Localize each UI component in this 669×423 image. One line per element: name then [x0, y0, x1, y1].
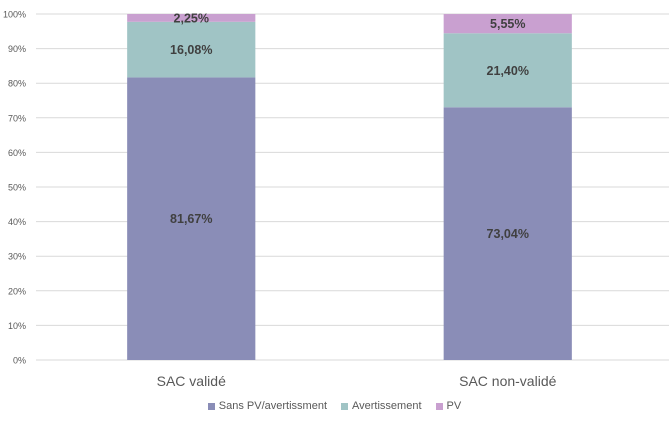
y-tick-label: 80% — [8, 79, 26, 89]
y-tick-label: 100% — [3, 10, 26, 20]
data-label: 21,40% — [487, 64, 529, 78]
legend-item: PV — [435, 400, 462, 412]
legend-swatch — [207, 402, 215, 410]
legend-label: Sans PV/avertissment — [218, 400, 328, 412]
bar-segment — [443, 14, 572, 34]
y-tick-label: 70% — [8, 113, 26, 123]
legend-label: PV — [446, 400, 462, 412]
legend-item: Sans PV/avertissment — [207, 400, 328, 412]
y-tick-label: 30% — [8, 252, 26, 262]
chart-legend: Sans PV/avertissment Avertissement PV — [0, 400, 669, 412]
legend-item: Avertissement — [341, 400, 422, 412]
legend-swatch — [435, 402, 443, 410]
y-tick-label: 60% — [8, 148, 26, 158]
data-label: 16,08% — [170, 43, 212, 57]
bar-segment — [127, 14, 256, 22]
y-tick-label: 90% — [8, 44, 26, 54]
x-tick-label: SAC validé — [157, 373, 226, 389]
y-tick-label: 10% — [8, 321, 26, 331]
bar-segment — [443, 33, 572, 108]
y-tick-label: 0% — [13, 356, 26, 366]
data-label: 2,25% — [174, 11, 209, 25]
bar-segment — [127, 77, 256, 360]
y-tick-label: 40% — [8, 217, 26, 227]
x-tick-label: SAC non-validé — [459, 373, 556, 389]
data-label: 73,04% — [487, 227, 529, 241]
data-label: 5,55% — [490, 17, 525, 31]
legend-swatch — [341, 402, 349, 410]
legend-label: Avertissement — [352, 400, 422, 412]
data-label: 81,67% — [170, 212, 212, 226]
y-tick-label: 50% — [8, 183, 26, 193]
bar-segment — [443, 107, 572, 360]
bar-segment — [127, 21, 256, 78]
y-tick-label: 20% — [8, 286, 26, 296]
